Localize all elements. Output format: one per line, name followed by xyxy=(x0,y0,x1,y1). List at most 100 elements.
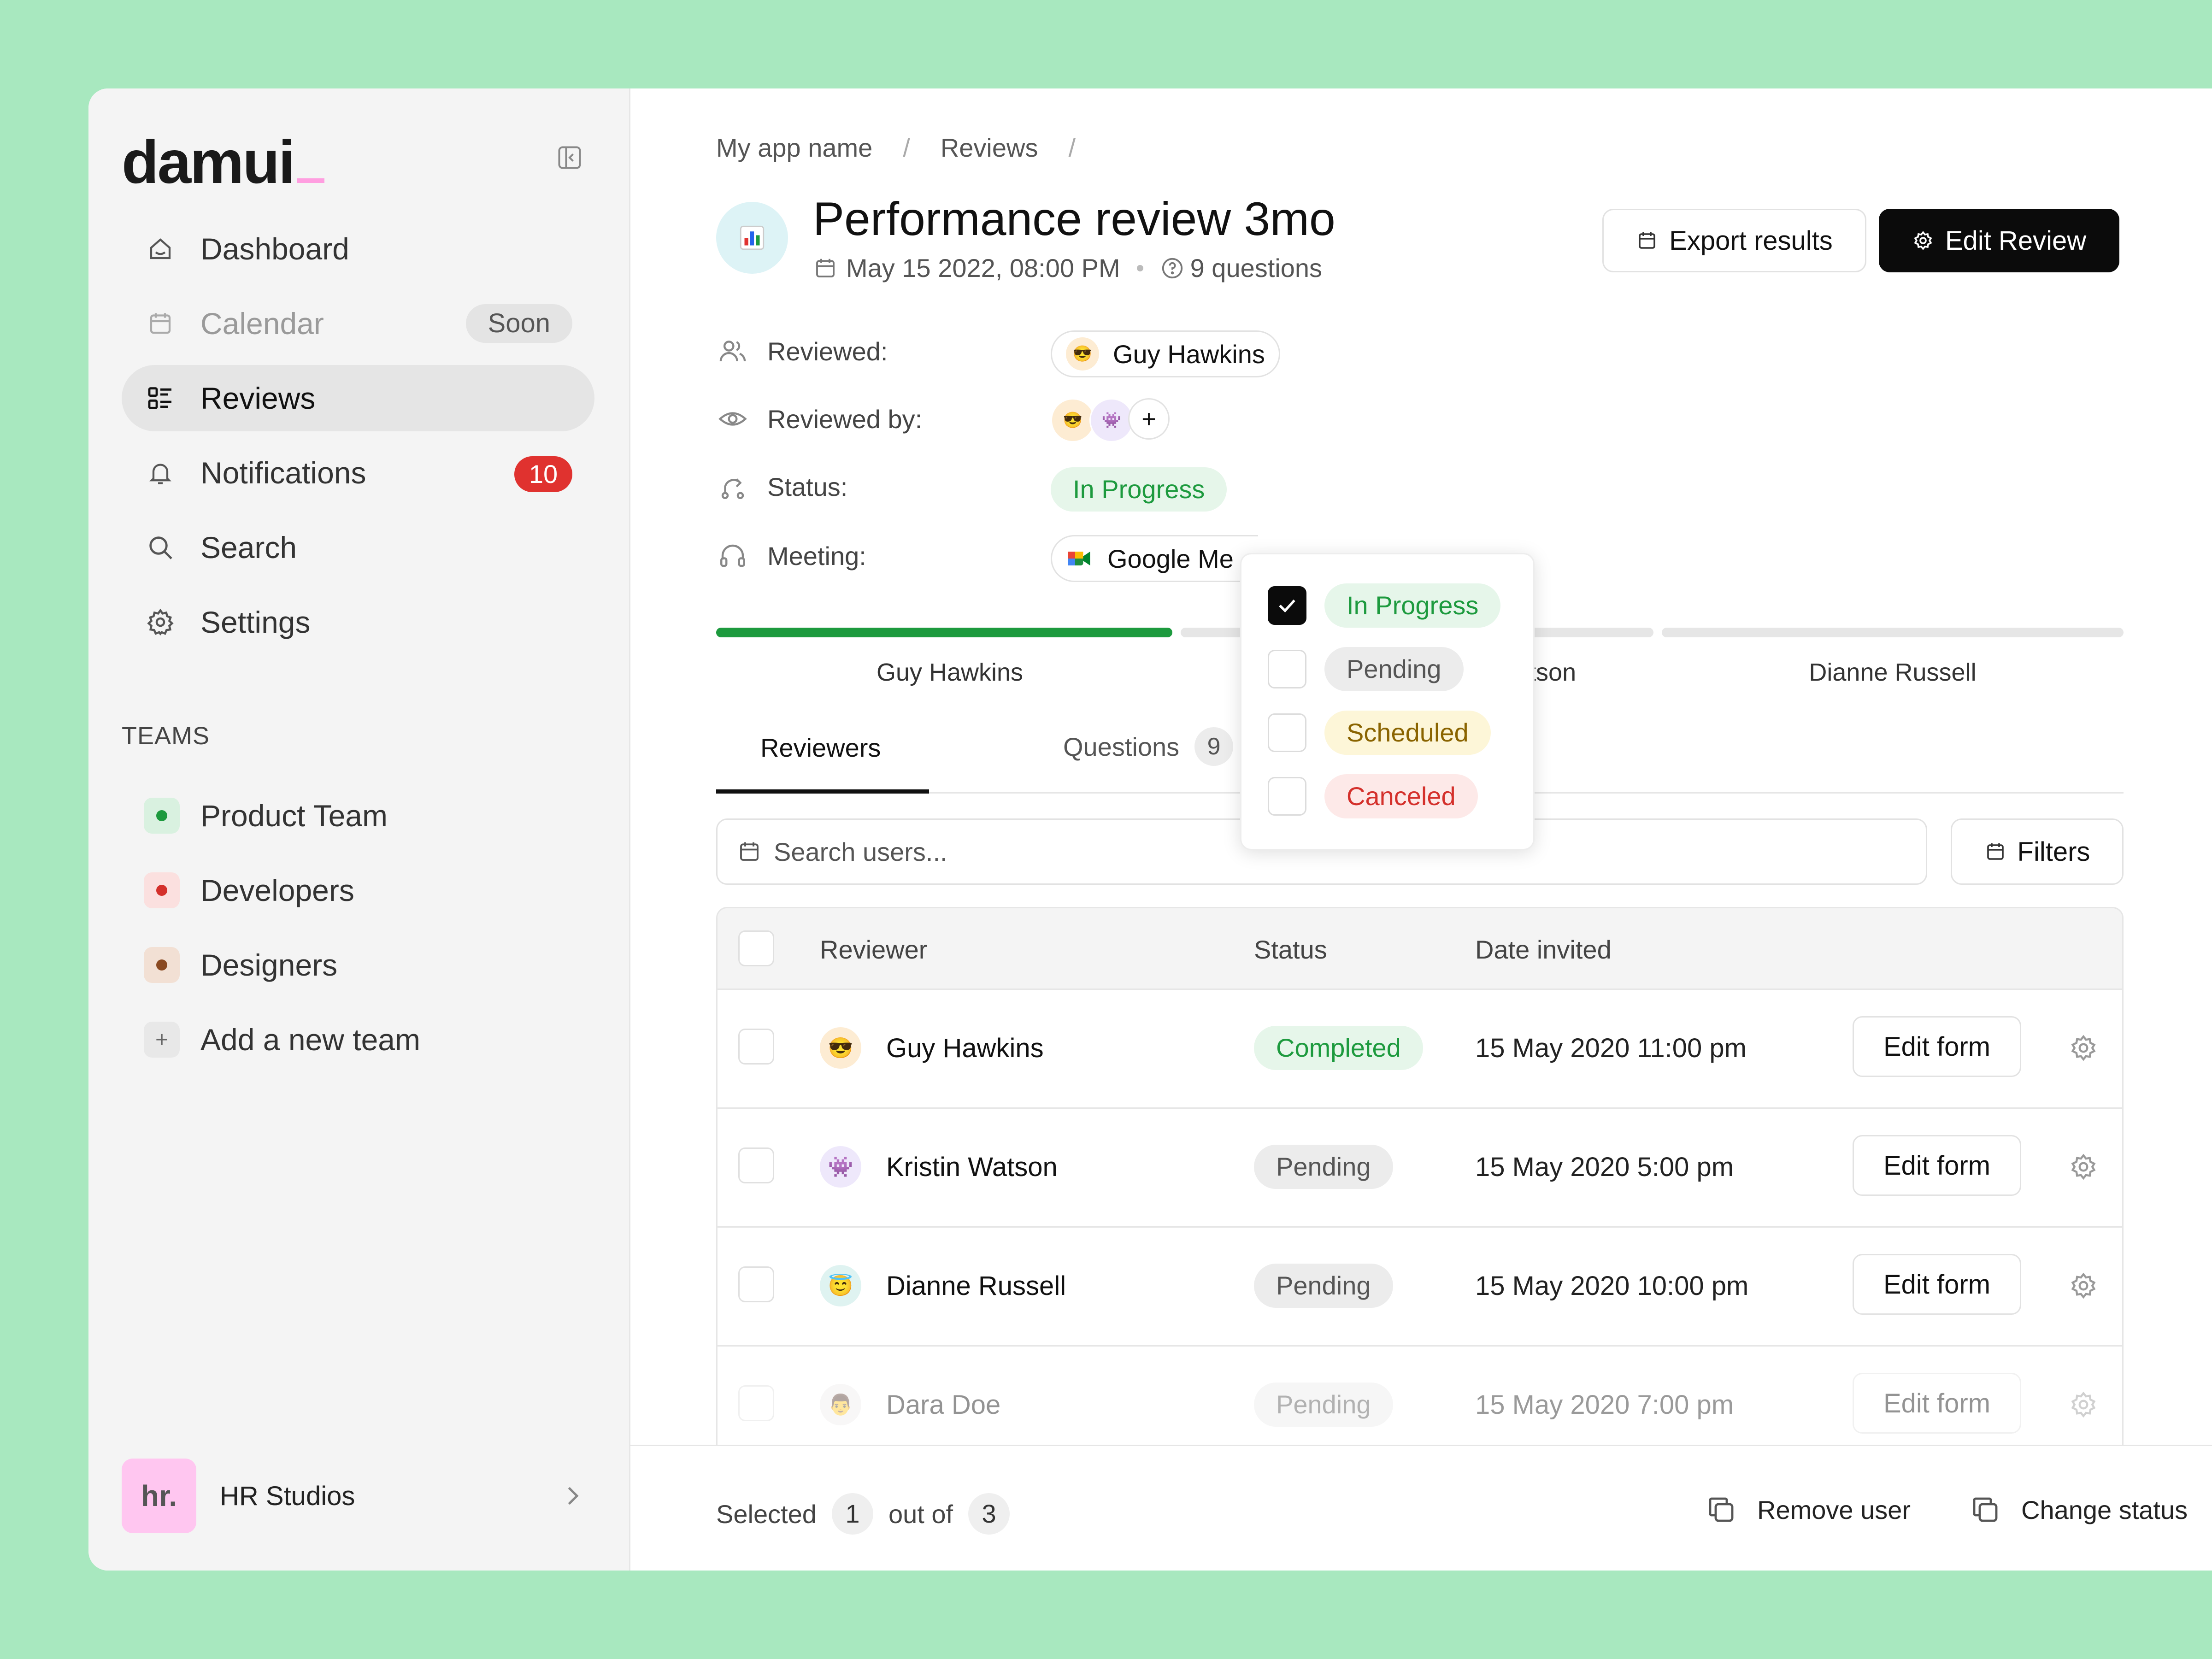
option-label: In Progress xyxy=(1324,583,1501,628)
row-checkbox[interactable] xyxy=(738,1385,774,1421)
progress-bar-segment xyxy=(1662,628,2124,637)
row-checkbox[interactable] xyxy=(738,1029,774,1065)
status-pill[interactable]: In Progress xyxy=(1051,467,1227,512)
nav-reviews-label: Reviews xyxy=(200,381,316,415)
list-icon xyxy=(144,382,177,415)
gear-icon[interactable] xyxy=(2068,1271,2099,1301)
column-header-date[interactable]: Date invited xyxy=(1475,935,1612,964)
gear-icon[interactable] xyxy=(2068,1152,2099,1182)
progress-label[interactable]: Dianne Russell xyxy=(1809,659,1977,686)
team-label: Product Team xyxy=(200,799,388,833)
avatar: 😇 xyxy=(820,1265,861,1306)
edit-form-button[interactable]: Edit form xyxy=(1853,1373,2021,1434)
edit-form-button[interactable]: Edit form xyxy=(1853,1016,2021,1077)
team-label: Developers xyxy=(200,873,354,907)
select-all-checkbox[interactable] xyxy=(738,930,774,966)
edit-form-button[interactable]: Edit form xyxy=(1853,1135,2021,1196)
column-header-reviewer[interactable]: Reviewer xyxy=(820,935,928,964)
avatar[interactable]: 😎 xyxy=(1051,398,1095,442)
total-count: 3 xyxy=(968,1493,1010,1535)
status-label-text: Status: xyxy=(767,472,848,501)
tab-reviewers[interactable]: Reviewers xyxy=(760,733,881,762)
option-label: Pending xyxy=(1324,647,1464,691)
collapse-sidebar-icon[interactable] xyxy=(556,144,583,171)
reviewed-user-name: Guy Hawkins xyxy=(1113,339,1265,369)
option-checkbox[interactable] xyxy=(1268,650,1306,688)
teams-heading: TEAMS xyxy=(122,722,210,750)
row-checkbox[interactable] xyxy=(738,1266,774,1302)
progress-label[interactable]: Guy Hawkins xyxy=(876,659,1024,686)
tab-questions-label: Questions xyxy=(1063,732,1180,761)
date-invited: 15 May 2020 5:00 pm xyxy=(1475,1152,1734,1182)
filters-button[interactable]: Filters xyxy=(1951,818,2124,885)
table-row[interactable]: 👾 Kristin Watson Pending 15 May 2020 5:0… xyxy=(718,1107,2122,1228)
add-reviewer-button[interactable]: + xyxy=(1128,398,1170,440)
selected-count: 1 xyxy=(831,1493,873,1535)
team-developers[interactable]: Developers xyxy=(122,860,594,921)
remove-user-button[interactable]: Remove user xyxy=(1705,1493,1911,1526)
reviewers-avatar-stack: 😎 👾 + xyxy=(1051,398,1170,442)
nav-calendar-label: Calendar xyxy=(200,306,324,341)
review-meta: May 15 2022, 08:00 PM 9 questions xyxy=(813,253,1322,283)
route-icon xyxy=(716,470,749,503)
org-switcher[interactable]: hr. HR Studios xyxy=(122,1459,594,1533)
headphones-icon xyxy=(716,539,749,572)
option-checkbox[interactable] xyxy=(1268,777,1306,816)
filters-label: Filters xyxy=(2017,836,2090,867)
breadcrumb-item[interactable]: My app name xyxy=(716,133,873,162)
meeting-chip[interactable]: Google Me xyxy=(1051,535,1258,582)
gear-icon[interactable] xyxy=(2068,1033,2099,1063)
table-row[interactable]: 😎 Guy Hawkins Completed 15 May 2020 11:0… xyxy=(718,988,2122,1109)
avatar: 😎 xyxy=(820,1027,861,1069)
gear-icon[interactable] xyxy=(2068,1389,2099,1420)
date-invited: 15 May 2020 10:00 pm xyxy=(1475,1271,1749,1301)
gear-icon xyxy=(144,606,177,639)
nav-notifications[interactable]: Notifications 10 xyxy=(122,440,594,506)
date-invited: 15 May 2020 7:00 pm xyxy=(1475,1390,1734,1420)
tab-questions[interactable]: Questions 9 xyxy=(1063,727,1234,766)
nav-dashboard[interactable]: Dashboard xyxy=(122,216,594,282)
breadcrumb-item[interactable]: Reviews xyxy=(940,133,1038,162)
edit-review-button[interactable]: Edit Review xyxy=(1879,209,2119,272)
chart-icon xyxy=(716,202,788,274)
option-checkbox[interactable] xyxy=(1268,586,1306,625)
team-product[interactable]: Product Team xyxy=(122,785,594,846)
logo[interactable]: damui xyxy=(122,127,324,197)
export-results-button[interactable]: Export results xyxy=(1602,209,1866,272)
table-header: Reviewer Status Date invited xyxy=(718,908,2122,990)
status-option-pending[interactable]: Pending xyxy=(1268,647,1464,691)
reviewed-user-chip[interactable]: 😎 Guy Hawkins xyxy=(1051,330,1280,377)
status-badge: Pending xyxy=(1254,1382,1393,1427)
reviewer-name: Dianne Russell xyxy=(886,1271,1066,1301)
row-checkbox[interactable] xyxy=(738,1147,774,1183)
notifications-count-badge: 10 xyxy=(514,456,572,492)
status-option-in-progress[interactable]: In Progress xyxy=(1268,583,1501,628)
status-badge: Completed xyxy=(1254,1026,1423,1070)
reviewer-name: Dara Doe xyxy=(886,1390,1001,1420)
add-team-button[interactable]: + Add a new team xyxy=(122,1009,594,1070)
avatar[interactable]: 👾 xyxy=(1089,398,1134,442)
meeting-label-text: Meeting: xyxy=(767,541,866,571)
change-status-button[interactable]: Change status xyxy=(1969,1493,2188,1526)
status-option-canceled[interactable]: Canceled xyxy=(1268,774,1478,818)
option-checkbox[interactable] xyxy=(1268,713,1306,752)
status-option-scheduled[interactable]: Scheduled xyxy=(1268,711,1491,755)
edit-review-label: Edit Review xyxy=(1945,225,2087,256)
review-date: May 15 2022, 08:00 PM xyxy=(846,253,1120,282)
remove-user-label: Remove user xyxy=(1757,1495,1911,1524)
nav-calendar[interactable]: Calendar Soon xyxy=(122,290,594,357)
nav-reviews[interactable]: Reviews xyxy=(122,365,594,431)
table-row[interactable]: 😇 Dianne Russell Pending 15 May 2020 10:… xyxy=(718,1226,2122,1347)
nav-search[interactable]: Search xyxy=(122,514,594,581)
calendar-icon xyxy=(1639,232,1656,249)
team-dot xyxy=(144,872,180,908)
progress-label[interactable]: atson xyxy=(1515,659,1577,686)
reviewers-table: Reviewer Status Date invited 😎 Guy Hawki… xyxy=(716,907,2124,1506)
edit-form-button[interactable]: Edit form xyxy=(1853,1254,2021,1315)
status-dropdown: In Progress Pending Scheduled Canceled xyxy=(1240,553,1535,850)
team-designers[interactable]: Designers xyxy=(122,935,594,995)
avatar: 👾 xyxy=(820,1146,861,1188)
status-badge: Pending xyxy=(1254,1264,1393,1308)
column-header-status[interactable]: Status xyxy=(1254,935,1327,964)
nav-settings[interactable]: Settings xyxy=(122,589,594,655)
